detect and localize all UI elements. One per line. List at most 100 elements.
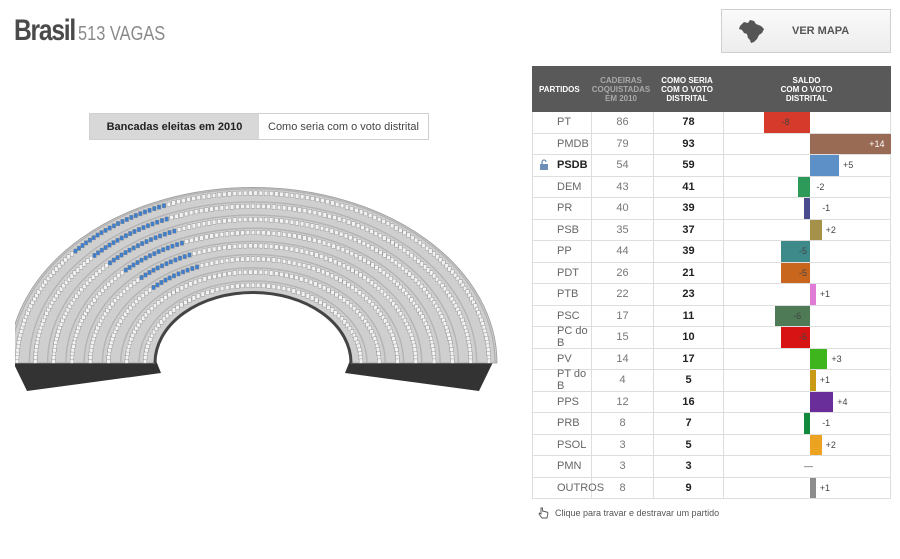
chamber-seat — [186, 197, 191, 202]
chamber-seat — [82, 283, 87, 289]
chamber-seat — [232, 191, 237, 197]
chamber-seat — [175, 287, 180, 293]
chamber-seat — [168, 259, 173, 265]
view-map-button[interactable]: VER MAPA — [721, 9, 891, 53]
chamber-seat — [336, 313, 341, 319]
chamber-seat — [248, 217, 253, 222]
chamber-seat — [248, 269, 253, 275]
chamber-seat — [159, 319, 164, 325]
chamber-seat — [97, 291, 102, 296]
chamber-seat — [334, 292, 339, 298]
chamber-seat — [310, 196, 315, 201]
chamber-seat — [107, 242, 112, 248]
chamber-seat — [299, 276, 304, 282]
chamber-seat — [237, 270, 242, 276]
chamber-seat — [294, 275, 299, 281]
chamber-seat — [204, 261, 209, 267]
chamber-row-ledge — [15, 188, 496, 364]
chamber-seat — [75, 267, 80, 273]
chamber-seat — [321, 269, 326, 275]
table-row[interactable]: PR 40 39 -1 — [532, 198, 891, 220]
chamber-seat — [172, 228, 177, 234]
chamber-seat — [287, 206, 292, 211]
chamber-seat — [192, 251, 197, 257]
table-row[interactable]: PMN 3 3 — — [532, 456, 891, 478]
table-row[interactable]: PSB 35 37 +2 — [532, 219, 891, 241]
table-row[interactable]: PC do B 15 10 -5 — [532, 325, 891, 349]
toggle-district-vote[interactable]: Como seria com o voto distrital — [259, 114, 428, 139]
chamber-seat — [120, 219, 125, 224]
chamber-seat — [185, 267, 190, 273]
chamber-seat — [219, 205, 224, 211]
seats-2010: 86 — [591, 112, 653, 133]
chamber-seat — [193, 279, 198, 285]
table-row[interactable]: OUTROS 8 9 +1 — [532, 477, 891, 499]
chamber-seat — [248, 190, 253, 196]
chamber-seat — [381, 219, 386, 224]
chamber-seat — [179, 302, 184, 308]
chamber-seat — [342, 218, 347, 224]
table-row[interactable]: PSC 17 11 -6 — [532, 305, 891, 327]
chamber-seat — [240, 256, 245, 262]
chamber-seat — [36, 289, 41, 295]
table-row[interactable]: PP 44 39 -5 — [532, 241, 891, 263]
balance-bar — [781, 262, 810, 283]
table-row[interactable]: PT 86 78 -8 — [532, 112, 891, 134]
chamber-seat — [182, 254, 187, 260]
chamber-seat — [370, 245, 375, 251]
chamber-seat — [292, 260, 297, 266]
party-name: PSB — [557, 223, 580, 236]
chamber-seat — [120, 315, 125, 320]
chamber-seat — [326, 287, 331, 293]
chamber-seat — [329, 228, 334, 234]
table-row[interactable]: PV 14 17 +3 — [532, 348, 891, 370]
chamber-seat — [73, 248, 78, 254]
table-row[interactable]: PRB 8 7 -1 — [532, 413, 891, 435]
chamber-seat — [74, 293, 79, 299]
table-row[interactable]: PT do B 4 5 +1 — [532, 368, 891, 393]
party-name: DEM — [557, 180, 582, 193]
chamber-seat — [292, 233, 297, 239]
chamber-seat — [261, 256, 266, 262]
table-row[interactable]: PPS 12 16 +4 — [532, 391, 891, 413]
chamber-seat — [175, 242, 180, 248]
chamber-seat — [230, 284, 235, 290]
view-map-label: VER MAPA — [792, 25, 850, 37]
table-row[interactable]: PMDB 79 93 +14 — [532, 133, 892, 155]
chamber-seat — [291, 288, 296, 294]
seats-2010: 22 — [591, 284, 653, 305]
chamber-seat — [336, 245, 341, 251]
chamber-seat — [214, 232, 219, 238]
table-row[interactable]: PDT 26 21 -5 — [532, 262, 891, 284]
table-row[interactable]: PSOL 3 5 +2 — [532, 434, 891, 456]
chamber-seat — [183, 299, 188, 305]
chamber-row-ledge — [101, 253, 405, 364]
toggle-elected-2010[interactable]: Bancadas eleitas em 2010 — [90, 114, 259, 139]
chamber-seat — [442, 286, 447, 292]
chamber-seat — [353, 237, 358, 243]
chamber-seat — [379, 288, 384, 294]
table-row[interactable]: PTB 22 23 +1 — [532, 284, 891, 306]
chamber-seat — [99, 247, 104, 253]
chamber-seat — [277, 231, 282, 237]
chamber-seat — [166, 201, 171, 207]
party-name: PSOL — [557, 438, 587, 451]
chamber-seat — [110, 301, 115, 307]
party-name: PT do B — [557, 368, 587, 393]
chamber-seat — [67, 276, 72, 282]
table-row[interactable]: DEM 43 41 -2 — [532, 176, 891, 198]
chamber-seat — [413, 255, 418, 261]
chamber-seat — [144, 290, 149, 296]
chamber-seat — [325, 271, 330, 277]
party-name: PMDB — [557, 137, 589, 150]
balance-label: +3 — [831, 353, 842, 364]
chamber-seat — [444, 263, 449, 269]
chamber-seat — [72, 270, 77, 276]
chamber-seat — [419, 283, 424, 289]
chamber-seat — [391, 301, 396, 307]
balance-bar — [804, 198, 810, 219]
balance-bar — [798, 176, 810, 197]
chamber-seat — [332, 215, 337, 220]
table-row[interactable]: PSDB 54 59 +5 — [532, 155, 891, 177]
chamber-seat — [164, 261, 169, 267]
